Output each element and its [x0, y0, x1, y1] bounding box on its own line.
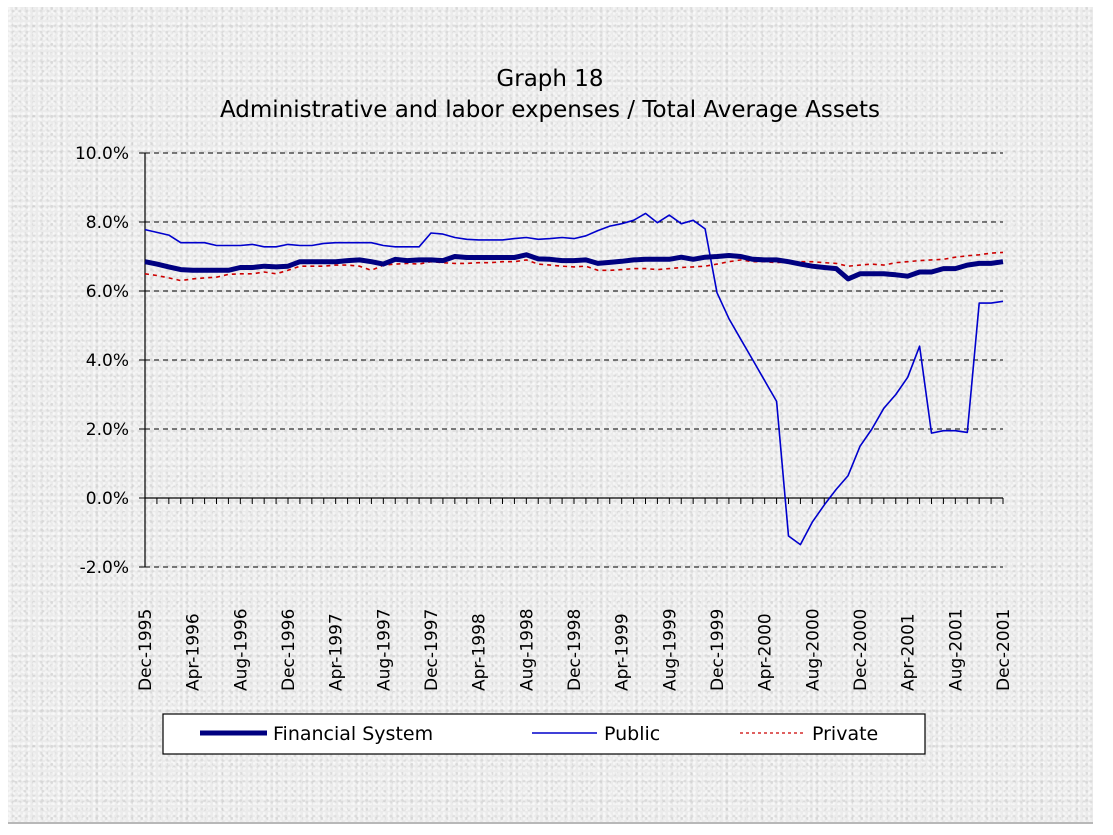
chart-title: Graph 18: [496, 66, 603, 92]
gridlines: [145, 152, 1003, 568]
x-tick-label: Aug-1998: [517, 608, 537, 691]
y-tick-label: 8.0%: [86, 213, 129, 233]
x-tick-label: Dec-1995: [136, 609, 156, 691]
y-tick-label: 10.0%: [75, 144, 129, 164]
x-tick-label: Dec-1997: [422, 609, 442, 691]
y-tick-label: 4.0%: [86, 351, 129, 371]
series-line-private: [144, 251, 1004, 282]
y-tick-label: -2.0%: [80, 558, 129, 578]
series-lines: [144, 212, 1004, 546]
legend-label-financial-system: Financial System: [273, 723, 433, 745]
x-tick-label: Apr-1999: [613, 613, 633, 691]
chart-subtitle: Administrative and labor expenses / Tota…: [220, 97, 880, 123]
x-tick-label: Dec-2000: [851, 609, 871, 691]
x-tick-label: Dec-2001: [994, 609, 1014, 691]
y-tick-label: 2.0%: [86, 420, 129, 440]
series-line-financial-system: [144, 252, 1004, 282]
x-tick-label: Apr-1997: [327, 613, 347, 691]
x-tick-label: Aug-2000: [803, 608, 823, 691]
legend: Financial System Public Private: [162, 713, 926, 755]
series-line-public: [144, 212, 1004, 546]
x-tick-label: Dec-1999: [708, 609, 728, 691]
x-tick-label: Apr-2001: [899, 613, 919, 691]
x-tick-label: Apr-1998: [470, 613, 490, 691]
legend-label-private: Private: [812, 723, 878, 745]
x-tick-label: Dec-1996: [279, 609, 299, 691]
x-tick-label: Aug-1997: [374, 608, 394, 691]
x-tick-label: Dec-1998: [565, 609, 585, 691]
x-tick-label: Aug-1999: [660, 608, 680, 691]
y-axis-ticks: 10.0% 8.0% 6.0% 4.0% 2.0% 0.0% -2.0%: [75, 144, 145, 578]
x-tick-label: Apr-2000: [756, 613, 776, 691]
x-tick-label: Apr-1996: [184, 613, 204, 691]
legend-label-public: Public: [604, 723, 660, 745]
x-tick-label: Aug-2001: [946, 608, 966, 691]
x-tick-label: Aug-1996: [231, 608, 251, 691]
chart-background: [8, 7, 1093, 824]
x-axis-ticks: Dec-1995 Apr-1996 Aug-1996 Dec-1996 Apr-1997…: [136, 498, 1014, 691]
y-tick-label: 0.0%: [86, 489, 129, 509]
legend-box: [162, 713, 926, 755]
y-tick-label: 6.0%: [86, 282, 129, 302]
